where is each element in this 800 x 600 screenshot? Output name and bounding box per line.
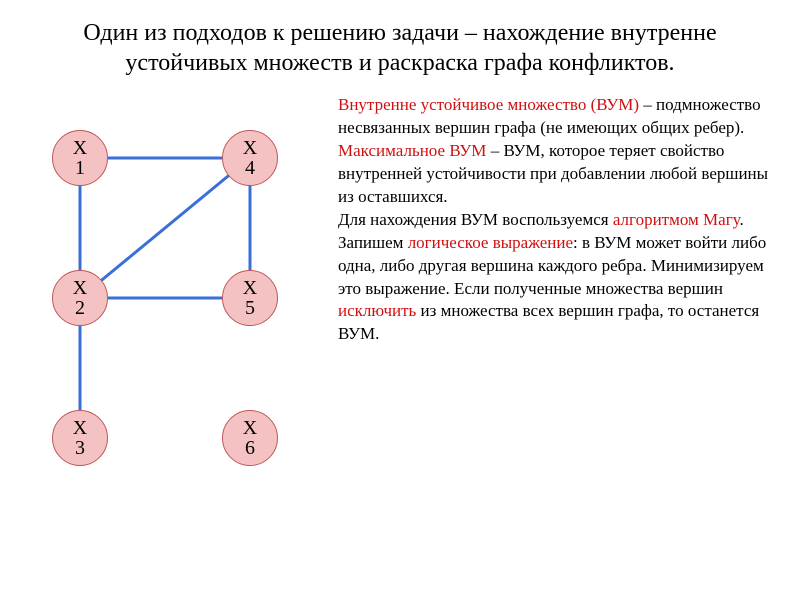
description-text: Внутренне устойчивое множество (ВУМ) – п… bbox=[330, 88, 780, 508]
highlighted-term: Максимальное ВУМ bbox=[338, 141, 486, 160]
graph-node-x5: X 5 bbox=[222, 270, 278, 326]
graph-node-x3: X 3 bbox=[52, 410, 108, 466]
graph-diagram: X 1 X 4 X 2 X 5 X 3 X 6 bbox=[20, 88, 330, 508]
graph-node-x4: X 4 bbox=[222, 130, 278, 186]
highlighted-term: Внутренне устойчивое множество (ВУМ) bbox=[338, 95, 639, 114]
graph-node-x1: X 1 bbox=[52, 130, 108, 186]
highlighted-term: логическое выражение bbox=[408, 233, 573, 252]
highlighted-term: исключить bbox=[338, 301, 416, 320]
slide-title: Один из подходов к решению задачи – нахо… bbox=[0, 0, 800, 88]
body-text: Запишем bbox=[338, 233, 408, 252]
content-row: X 1 X 4 X 2 X 5 X 3 X 6 Внутренне устойчивое … bbox=[0, 88, 800, 508]
graph-edge bbox=[80, 158, 250, 298]
graph-node-x2: X 2 bbox=[52, 270, 108, 326]
graph-node-x6: X 6 bbox=[222, 410, 278, 466]
highlighted-term: алгоритмом Магу bbox=[613, 210, 740, 229]
body-text: . bbox=[739, 210, 743, 229]
body-text: Для нахождения ВУМ воспользуемся bbox=[338, 210, 613, 229]
